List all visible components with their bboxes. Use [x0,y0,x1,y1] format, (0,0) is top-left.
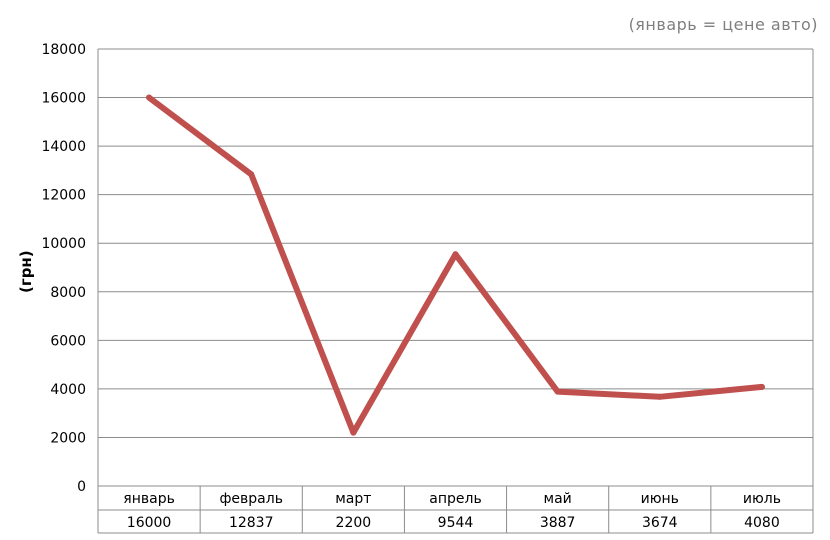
data-point [146,94,153,101]
table-value: 3887 [540,515,576,531]
y-tick-label: 6000 [50,333,86,349]
table-value: 3674 [642,515,678,531]
x-category-label: июль [743,491,781,507]
table-value: 12837 [229,515,274,531]
table-value: 2200 [336,515,372,531]
y-tick-label: 12000 [41,188,86,204]
x-category-label: февраль [219,491,283,507]
data-table: январь февраль март апрель май июнь июль 16000 1… [97,49,814,534]
data-point [758,383,765,390]
chart-subtitle: (январь = цене авто) [628,15,818,34]
y-tick-label: 18000 [41,42,86,58]
table-value: 9544 [438,515,474,531]
grid-lines [98,48,813,438]
y-tick-label: 10000 [41,236,86,252]
table-value: 16000 [127,515,172,531]
y-tick-label: 14000 [41,139,86,155]
x-category-label: май [544,491,572,507]
data-point [554,388,561,395]
data-point [248,171,255,178]
y-tick-label: 2000 [50,430,86,446]
series-line [146,94,765,436]
y-tick-label: 8000 [50,285,86,301]
x-category-label: июнь [641,491,679,507]
y-tick-labels: 0 2000 4000 6000 8000 10000 12000 14000 16000 180… [41,42,86,495]
x-category-label: апрель [429,491,481,507]
y-tick-label: 4000 [50,382,86,398]
table-value: 4080 [744,515,780,531]
data-point [452,251,459,258]
y-tick-label: 16000 [41,91,86,107]
data-point [350,429,357,436]
y-tick-label: 0 [77,479,86,495]
x-category-label: март [335,491,371,507]
x-category-label: январь [123,491,175,507]
data-point [656,393,663,400]
data-points [146,94,765,436]
